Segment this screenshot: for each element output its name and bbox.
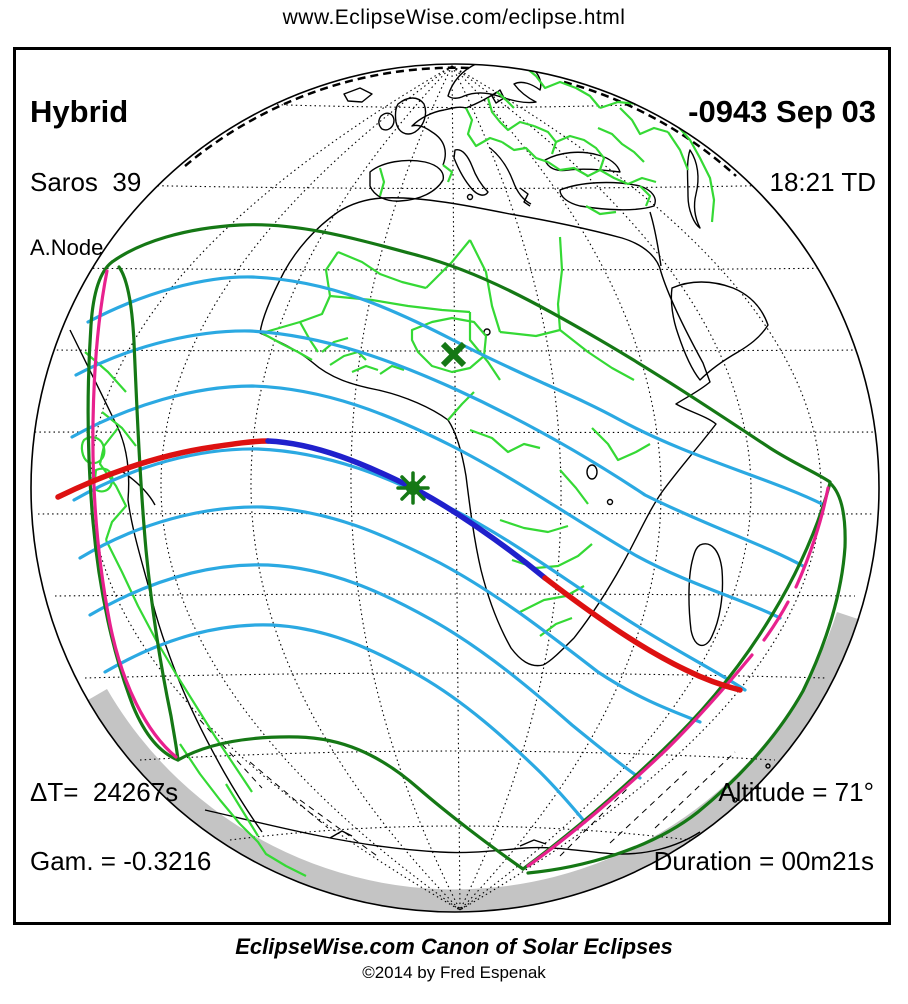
graticule	[31, 65, 879, 911]
eclipse-info-bottom-left: ΔT= 24267s Gam. = -0.3216	[30, 740, 211, 914]
annular-path-west	[55, 438, 271, 500]
page-url-header: www.EclipseWise.com/eclipse.html	[282, 6, 626, 29]
copyright-notice: ©2014 by Fred Espenak	[362, 963, 546, 982]
eclipse-time-label: 18:21 TD	[769, 167, 876, 197]
eclipse-info-top-right: -0943 Sep 03 18:21 TD	[688, 58, 876, 234]
night-shading	[88, 612, 858, 912]
canon-title: EclipseWise.com Canon of Solar Eclipses	[235, 934, 673, 959]
eclipse-globe-map	[30, 63, 880, 913]
duration-label: Duration = 00m21s	[653, 846, 874, 876]
globe-limb	[30, 63, 880, 913]
annular-path-east	[542, 575, 743, 693]
gamma-label: Gam. = -0.3216	[30, 846, 212, 876]
greatest-eclipse-star-marker	[396, 471, 430, 505]
eclipse-date-label: -0943 Sep 03	[688, 94, 876, 129]
penumbra-limit-curves	[86, 223, 847, 875]
country-borders	[80, 65, 716, 877]
eclipse-type-label: Hybrid	[30, 94, 129, 129]
greatest-duration-x-marker	[440, 341, 467, 368]
total-path-segment	[265, 438, 548, 581]
saros-label: Saros 39	[30, 167, 142, 197]
eclipse-info-bottom-right: Altitude = 71° Duration = 00m21s	[654, 740, 874, 914]
limb-hatching	[184, 66, 737, 177]
altitude-label: Altitude = 71°	[718, 777, 874, 807]
coastlines	[69, 64, 771, 855]
map-frame: Hybrid Saros 39 A.Node -0943 Sep 03 18:2…	[13, 47, 891, 925]
delta-t-label: ΔT= 24267s	[30, 777, 179, 807]
eclipse-info-top-left: Hybrid Saros 39 A.Node	[30, 58, 141, 298]
node-label: A.Node	[30, 235, 104, 260]
